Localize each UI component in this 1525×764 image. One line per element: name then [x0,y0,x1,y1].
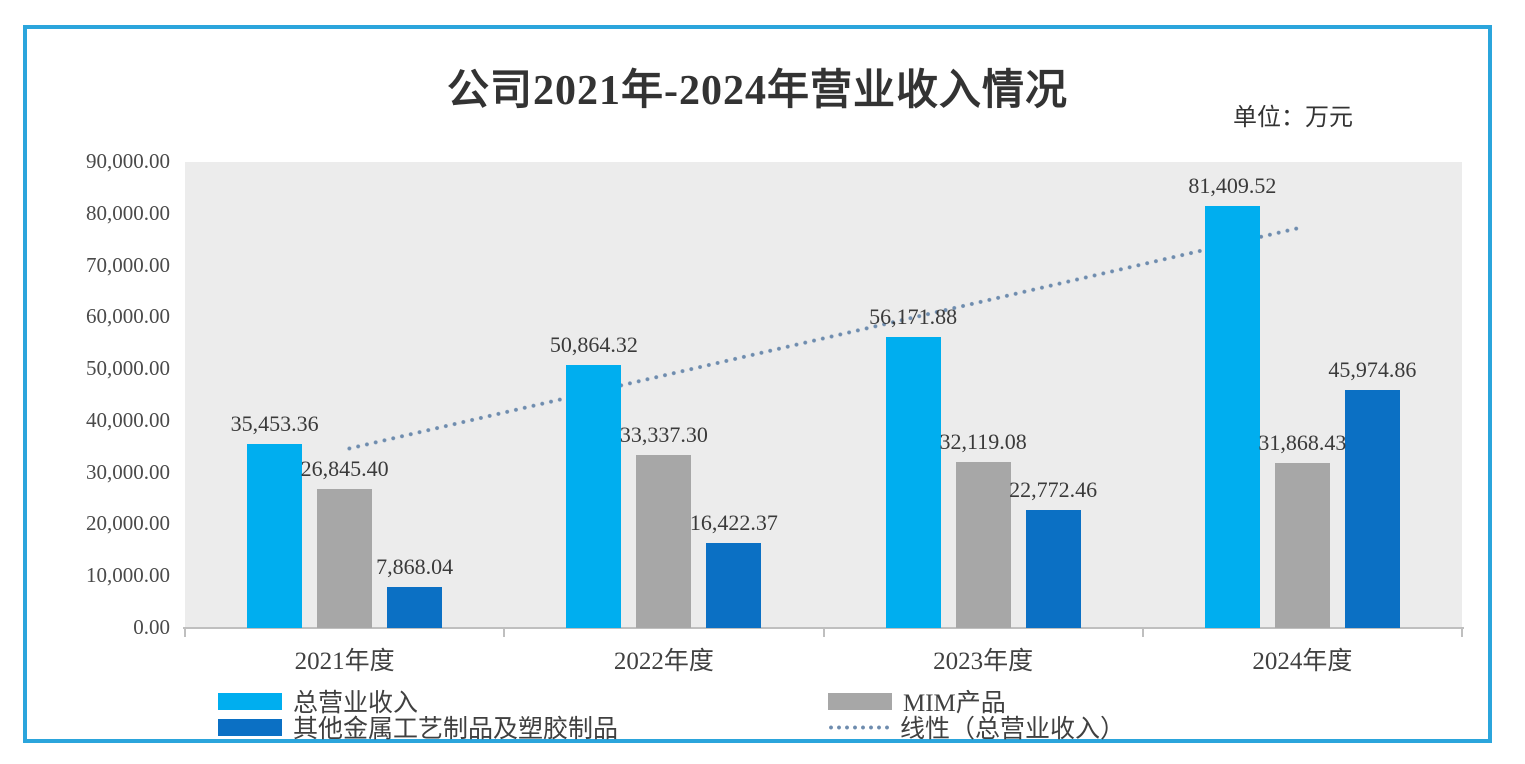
y-tick-label: 20,000.00 [86,511,170,536]
bar-总营业收入-2024年度 [1204,206,1260,628]
bar-其他金属工艺制品及塑胶制品-2022年度 [706,542,762,628]
bar-其他金属工艺制品及塑胶制品-2023年度 [1025,510,1081,628]
y-tick-label: 60,000.00 [86,304,170,329]
legend-swatch-total-revenue [218,692,282,710]
y-tick-label: 70,000.00 [86,252,170,277]
legend-item-other-products: 其他金属工艺制品及塑胶制品 [218,709,618,745]
data-label: 22,772.46 [1009,477,1098,503]
data-label: 16,422.37 [689,509,778,535]
legend-item-total-revenue: 总营业收入 [218,683,418,719]
legend-label-trendline: 线性（总营业收入） [900,716,1126,743]
legend-label-total-revenue: 总营业收入 [293,690,419,717]
legend-item-mim-products: MIM产品 [828,683,1006,719]
x-axis-tick [184,628,186,637]
bar-MIM产品-2023年度 [955,461,1011,628]
y-tick-label: 90,000.00 [86,149,170,173]
x-axis-tick [503,628,506,637]
bar-MIM产品-2022年度 [636,455,692,628]
x-category-label: 2023年度 [933,648,1034,675]
legend-swatch-mim-products [828,692,892,710]
bar-其他金属工艺制品及塑胶制品-2024年度 [1344,389,1400,628]
x-axis-tick [1141,628,1144,637]
y-tick-label: 10,000.00 [86,563,170,588]
chart-title: 公司2021年-2024年营业收入情况 [447,68,1068,114]
y-tick-label: 50,000.00 [86,356,170,381]
legend-label-mim-products: MIM产品 [903,690,1006,717]
legend-item-trendline: 线性（总营业收入） [827,709,1125,745]
bar-总营业收入-2022年度 [566,364,622,628]
data-label: 26,845.40 [300,456,389,481]
y-tick-label: 40,000.00 [86,407,170,432]
bar-MIM产品-2024年度 [1274,463,1330,628]
legend-swatch-other-products [218,718,282,736]
bar-总营业收入-2023年度 [885,337,941,628]
data-label: 56,171.88 [869,304,958,330]
x-axis-tick [822,628,825,637]
y-tick-label: 80,000.00 [86,200,170,225]
bar-总营业收入-2021年度 [247,444,303,628]
data-label: 7,868.04 [376,554,454,580]
data-label: 35,453.36 [230,411,319,437]
data-label: 45,974.86 [1328,356,1417,382]
x-category-label: 2021年度 [294,648,395,675]
data-label: 31,868.43 [1258,429,1347,455]
x-category-label: 2022年度 [613,648,714,675]
data-label: 32,119.08 [939,428,1027,454]
bar-其他金属工艺制品及塑胶制品-2021年度 [387,587,443,628]
data-label: 50,864.32 [549,331,638,357]
x-axis-tick [1461,628,1463,637]
bar-MIM产品-2021年度 [317,489,373,628]
data-label: 33,337.30 [619,422,708,448]
y-tick-label: 30,000.00 [86,459,170,484]
unit-label: 单位：万元 [1233,105,1353,131]
legend-label-other-products: 其他金属工艺制品及塑胶制品 [293,716,619,743]
legend-swatch-trendline-dotted [827,724,889,730]
data-label: 81,409.52 [1188,173,1277,199]
y-tick-label: 0.00 [133,615,170,639]
x-category-label: 2024年度 [1252,648,1353,675]
